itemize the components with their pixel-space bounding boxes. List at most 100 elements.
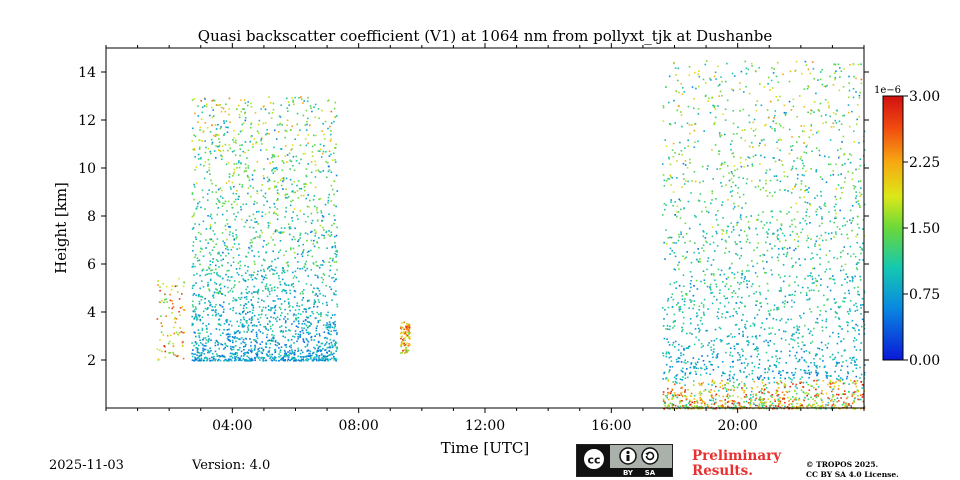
heatmap-cell [216, 353, 218, 355]
heatmap-cell [261, 309, 263, 311]
heatmap-cell [667, 341, 670, 343]
heatmap-cell [231, 339, 234, 342]
heatmap-cell [783, 175, 786, 177]
heatmap-cell [258, 119, 261, 122]
heatmap-cell [225, 103, 227, 105]
heatmap-cell [234, 154, 237, 156]
heatmap-cell [682, 274, 685, 276]
heatmap-cell [792, 405, 795, 408]
heatmap-cell [829, 356, 832, 358]
heatmap-cell [815, 353, 817, 355]
heatmap-cell [250, 195, 252, 198]
heatmap-cell [681, 93, 684, 95]
heatmap-cell [733, 155, 735, 158]
heatmap-cell [237, 211, 239, 214]
heatmap-cell [272, 269, 274, 271]
heatmap-cell [314, 186, 317, 189]
heatmap-cell [752, 155, 755, 158]
heatmap-cell [305, 329, 308, 331]
heatmap-cell [822, 380, 825, 382]
heatmap-cell [794, 247, 797, 250]
heatmap-cell [723, 273, 726, 276]
heatmap-cell [329, 323, 331, 325]
heatmap-cell [823, 85, 825, 87]
heatmap-cell [333, 293, 335, 296]
heatmap-cell [244, 111, 247, 114]
heatmap-cell [736, 379, 738, 381]
heatmap-cell [256, 333, 258, 336]
heatmap-cell [813, 327, 815, 330]
heatmap-cell [670, 175, 672, 178]
heatmap-cell [788, 354, 791, 357]
heatmap-cell [772, 87, 774, 89]
heatmap-cell [238, 359, 240, 361]
heatmap-cell [760, 390, 762, 392]
heatmap-cell [840, 187, 842, 189]
heatmap-cell [859, 275, 861, 278]
heatmap-cell [284, 351, 287, 353]
heatmap-cell [317, 321, 320, 324]
heatmap-cell [209, 278, 212, 281]
heatmap-cell [198, 201, 201, 203]
heatmap-cell [194, 256, 196, 258]
heatmap-cell [696, 400, 698, 403]
heatmap-cell [826, 346, 829, 349]
heatmap-cell [818, 149, 820, 152]
heatmap-cell [784, 405, 786, 408]
heatmap-cell [693, 405, 696, 408]
heatmap-cell [284, 354, 286, 357]
heatmap-cell [703, 279, 706, 281]
heatmap-cell [269, 284, 272, 286]
heatmap-cell [269, 222, 271, 224]
heatmap-cell [254, 237, 256, 239]
heatmap-cell [199, 319, 202, 322]
heatmap-cell [327, 170, 330, 173]
heatmap-cell [246, 157, 248, 159]
heatmap-cell [265, 353, 268, 355]
heatmap-cell [288, 104, 290, 106]
heatmap-cell [802, 344, 805, 347]
heatmap-cell [704, 402, 706, 405]
heatmap-cell [795, 357, 797, 360]
heatmap-cell [222, 149, 225, 152]
heatmap-cell [736, 222, 738, 224]
heatmap-cell [238, 296, 240, 299]
heatmap-cell [211, 100, 213, 102]
heatmap-cell [271, 338, 273, 340]
heatmap-cell [810, 168, 812, 170]
heatmap-cell [251, 312, 254, 314]
heatmap-cell [199, 274, 201, 277]
heatmap-cell [232, 139, 234, 141]
heatmap-cell [279, 249, 282, 252]
heatmap-cell [245, 320, 247, 322]
heatmap-cell [271, 112, 274, 114]
heatmap-cell [335, 350, 337, 352]
heatmap-cell [234, 337, 236, 340]
heatmap-cell [775, 355, 777, 358]
heatmap-cell [687, 200, 690, 203]
heatmap-cell [834, 356, 837, 359]
heatmap-cell [290, 247, 292, 249]
heatmap-cell [837, 317, 840, 319]
heatmap-cell [721, 380, 723, 382]
heatmap-cell [709, 391, 711, 394]
heatmap-cell [721, 339, 723, 342]
heatmap-cell [204, 302, 206, 304]
heatmap-cell [805, 152, 808, 154]
heatmap-cell [833, 387, 835, 390]
heatmap-cell [788, 100, 791, 103]
heatmap-cell [785, 112, 787, 114]
heatmap-cell [255, 335, 258, 338]
heatmap-cell [314, 317, 317, 320]
heatmap-cell [809, 72, 812, 75]
heatmap-cell [691, 401, 694, 404]
heatmap-cell [298, 187, 301, 190]
heatmap-cell [215, 288, 217, 290]
heatmap-cell [700, 384, 703, 387]
heatmap-cell [222, 240, 224, 242]
heatmap-cell [811, 278, 814, 280]
heatmap-cell [800, 156, 802, 158]
heatmap-cell [680, 392, 682, 395]
heatmap-cell [319, 345, 321, 348]
heatmap-cell [676, 304, 678, 306]
